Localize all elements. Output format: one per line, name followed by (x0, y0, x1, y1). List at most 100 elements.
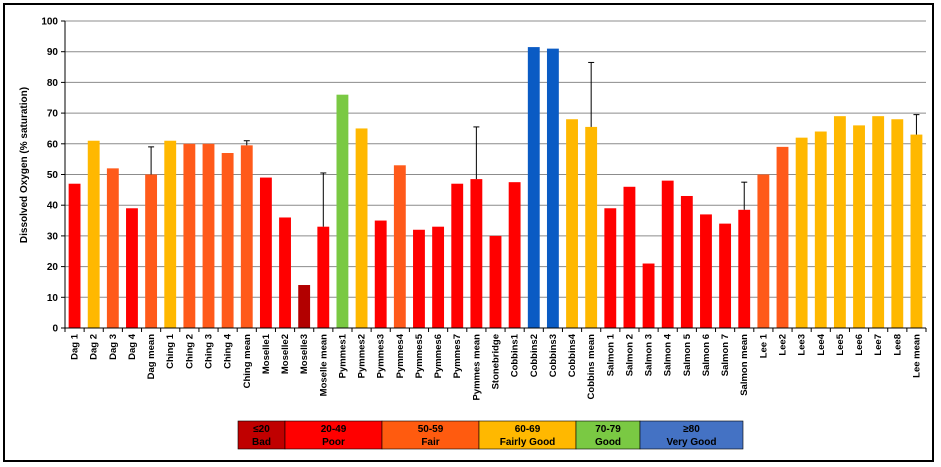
x-label-cobbins1: Cobbins1 (510, 333, 521, 377)
bar-cobbins2 (527, 47, 540, 328)
y-tick-label-90: 90 (47, 47, 59, 58)
bar-pymmes1 (336, 94, 349, 329)
bar-stonebridge (489, 235, 502, 328)
x-label-lee-mean: Lee mean (911, 334, 922, 378)
legend-range-poor: 20-49 (321, 424, 347, 435)
bar-lee2 (776, 146, 789, 328)
bar-salmon-1 (604, 208, 617, 328)
x-label-cobbins3: Cobbins3 (548, 334, 559, 377)
x-label-salmon-1: Salmon 1 (605, 333, 616, 376)
bars (68, 47, 923, 329)
y-tick-label-60: 60 (47, 139, 59, 150)
x-axis-category-labels: Dag 1 Dag 2 Dag 3 Dag 4 Dag mean Ching 1 Ching… (70, 333, 923, 400)
bar-salmon-2 (623, 186, 636, 328)
bar-salmon-6 (700, 214, 712, 328)
x-label-moselle2: Moselle2 (280, 334, 291, 374)
legend-range-fair: 50-59 (418, 424, 444, 435)
bar-pymmes-mean (470, 179, 483, 328)
bar-dag-3 (106, 168, 119, 328)
x-label-cobbins4: Cobbins4 (567, 333, 578, 377)
bar-ching-1 (164, 140, 177, 328)
legend-range-fairly-good: 60-69 (515, 424, 541, 435)
x-label-pymmes4: Pymmes4 (395, 333, 406, 378)
bar-salmon-7 (719, 223, 732, 328)
x-label-lee5: Lee5 (835, 333, 846, 355)
legend-label-fair: Fair (421, 437, 439, 448)
legend-range-bad: ≤20 (253, 424, 270, 435)
x-label-lee8: Lee8 (892, 334, 903, 356)
chart-frame: Dissolved Oxygen (% saturation) 0 10 20 30 4… (3, 3, 934, 462)
bar-salmon-5 (680, 195, 693, 328)
x-label-dag-3: Dag 3 (108, 334, 119, 360)
bar-cobbins1 (508, 182, 521, 328)
bar-dag-2 (87, 140, 100, 328)
legend-label-bad: Bad (252, 437, 271, 448)
x-label-pymmes-mean: Pymmes mean (471, 334, 482, 401)
x-label-lee3: Lee3 (797, 334, 808, 356)
x-label-dag-4: Dag 4 (127, 333, 138, 360)
x-label-moselle1: Moselle1 (261, 333, 272, 374)
x-label-pymmes7: Pymmes7 (452, 334, 463, 378)
bar-cobbins3 (546, 48, 559, 328)
bar-salmon-4 (661, 180, 674, 328)
bar-pymmes5 (413, 229, 425, 328)
y-tick-label-80: 80 (47, 78, 59, 89)
y-tick-label-50: 50 (47, 170, 59, 181)
bar-lee8 (891, 119, 904, 329)
x-label-ching-2: Ching 2 (184, 334, 195, 369)
x-label-lee4: Lee4 (816, 333, 827, 355)
bar-pymmes2 (355, 128, 368, 328)
bar-pymmes4 (393, 165, 406, 328)
x-label-lee2: Lee2 (778, 334, 789, 356)
x-label-dag-2: Dag 2 (89, 334, 100, 360)
y-tick-label-20: 20 (47, 262, 59, 273)
bar-lee-mean (910, 134, 923, 328)
bar-lee3 (795, 137, 808, 328)
bar-lee6 (853, 125, 865, 328)
bar-lee-1 (757, 174, 770, 328)
legend-label-very-good: Very Good (666, 437, 716, 448)
x-label-ching-mean: Ching mean (242, 334, 253, 389)
bar-cobbins4 (566, 119, 578, 329)
bar-pymmes6 (432, 226, 445, 328)
x-label-ching-4: Ching 4 (223, 333, 234, 369)
x-label-dag-mean: Dag mean (146, 334, 157, 380)
legend-label-good: Good (595, 437, 621, 448)
bar-moselle1 (259, 177, 272, 328)
x-label-moselle3: Moselle3 (299, 334, 310, 374)
bar-lee4 (814, 131, 827, 328)
x-label-stonebridge: Stonebridge (491, 334, 502, 389)
bar-dag-mean (145, 174, 158, 328)
x-label-pymmes1: Pymmes1 (337, 333, 348, 378)
x-label-ching-3: Ching 3 (204, 334, 215, 369)
x-label-pymmes2: Pymmes2 (357, 334, 368, 378)
dissolved-oxygen-bar-chart: Dissolved Oxygen (% saturation) 0 10 20 30 4… (19, 17, 927, 450)
legend-swatch-good (575, 420, 641, 450)
bar-lee7 (872, 116, 885, 328)
bar-moselle-mean (317, 226, 330, 328)
x-label-salmon-5: Salmon 5 (682, 333, 693, 376)
x-label-lee6: Lee6 (854, 334, 865, 356)
x-label-salmon-7: Salmon 7 (720, 334, 731, 376)
x-label-salmon-6: Salmon 6 (701, 334, 712, 376)
x-label-salmon-3: Salmon 3 (644, 334, 655, 376)
x-label-dag-1: Dag 1 (70, 333, 81, 360)
legend-swatch-very-good (639, 420, 744, 450)
x-label-ching-1: Ching 1 (165, 333, 176, 369)
legend-range-good: 70-79 (595, 424, 621, 435)
x-label-lee-1: Lee 1 (758, 333, 769, 358)
bar-ching-3 (202, 143, 215, 328)
legend-swatch-fair (381, 420, 480, 450)
legend: ≤20 Bad 20-49 Poor 50-59 Fair 60-69 Fairly Good… (237, 420, 744, 450)
bar-ching-2 (183, 143, 196, 328)
bar-dag-1 (68, 183, 81, 328)
bar-ching-mean (240, 145, 253, 328)
x-label-lee7: Lee7 (873, 334, 884, 356)
bar-pymmes7 (451, 183, 464, 328)
bar-moselle2 (279, 217, 291, 328)
y-tick-label-70: 70 (47, 109, 59, 120)
y-axis-ticks: 0 10 20 30 40 50 60 70 80 90 100 (41, 17, 65, 335)
bar-salmon-mean (738, 209, 751, 328)
x-label-cobbins-mean: Cobbins mean (586, 334, 597, 400)
y-tick-label-30: 30 (47, 231, 59, 242)
